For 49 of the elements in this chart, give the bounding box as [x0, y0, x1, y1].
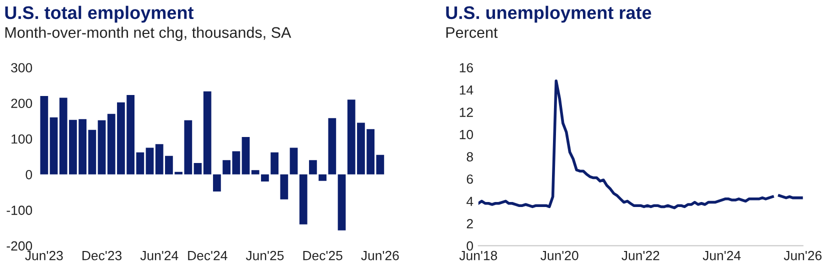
y-tick-label: 10: [460, 130, 474, 140]
bar: [338, 174, 346, 230]
bar: [146, 148, 154, 174]
y-tick-label: 0: [466, 241, 474, 251]
y-tick-label: 6: [466, 174, 473, 184]
y-tick-label: 2: [466, 218, 473, 228]
chart-subtitle: Month-over-month net chg, thousands, SA: [5, 26, 292, 41]
bar: [40, 96, 48, 174]
x-tick-label: Dec'25: [303, 250, 342, 260]
y-tick-label: -200: [6, 241, 32, 251]
y-tick-label: 14: [460, 85, 474, 95]
x-tick-label: Jun'26: [784, 250, 822, 260]
bar: [251, 170, 260, 174]
y-tick-label: 200: [11, 98, 32, 108]
bar: [309, 160, 317, 174]
chart-title: U.S. total employment: [5, 6, 194, 23]
bar: [299, 174, 308, 224]
y-tick-label: 8: [466, 152, 473, 162]
x-tick-label: Jun'23: [25, 250, 63, 260]
y-tick-label: 16: [460, 63, 473, 72]
y-tick-label: -100: [6, 206, 32, 215]
bar: [318, 174, 326, 181]
y-tick-label: 300: [11, 63, 32, 72]
bar: [242, 137, 250, 174]
x-tick-label: Jun'26: [361, 250, 399, 260]
x-tick-label: Jun'22: [622, 250, 660, 260]
bar: [213, 174, 221, 192]
y-tick-label: 4: [466, 196, 474, 206]
bar: [270, 152, 278, 174]
bar: [280, 174, 288, 200]
bar: [328, 118, 336, 174]
y-tick-label: 0: [26, 170, 32, 180]
x-tick-label: Jun'24: [140, 250, 178, 260]
x-tick-label: Jun'25: [246, 250, 284, 260]
bar: [50, 117, 58, 174]
y-tick-label: 100: [12, 134, 32, 144]
bar: [203, 91, 212, 174]
bar: [290, 148, 298, 174]
x-tick-label: Jun'24: [702, 250, 741, 260]
x-tick-label: Dec'23: [82, 250, 122, 260]
x-tick-label: Jun'20: [540, 250, 578, 260]
chart-title: U.S. unemployment rate: [446, 6, 652, 23]
y-tick-label: 12: [460, 108, 473, 117]
bar: [194, 163, 202, 174]
x-tick-label: Jun'18: [459, 250, 498, 260]
bar: [98, 120, 106, 174]
bar: [261, 174, 269, 182]
x-tick-label: Dec'24: [188, 250, 228, 260]
chart-subtitle: Percent: [446, 27, 498, 38]
